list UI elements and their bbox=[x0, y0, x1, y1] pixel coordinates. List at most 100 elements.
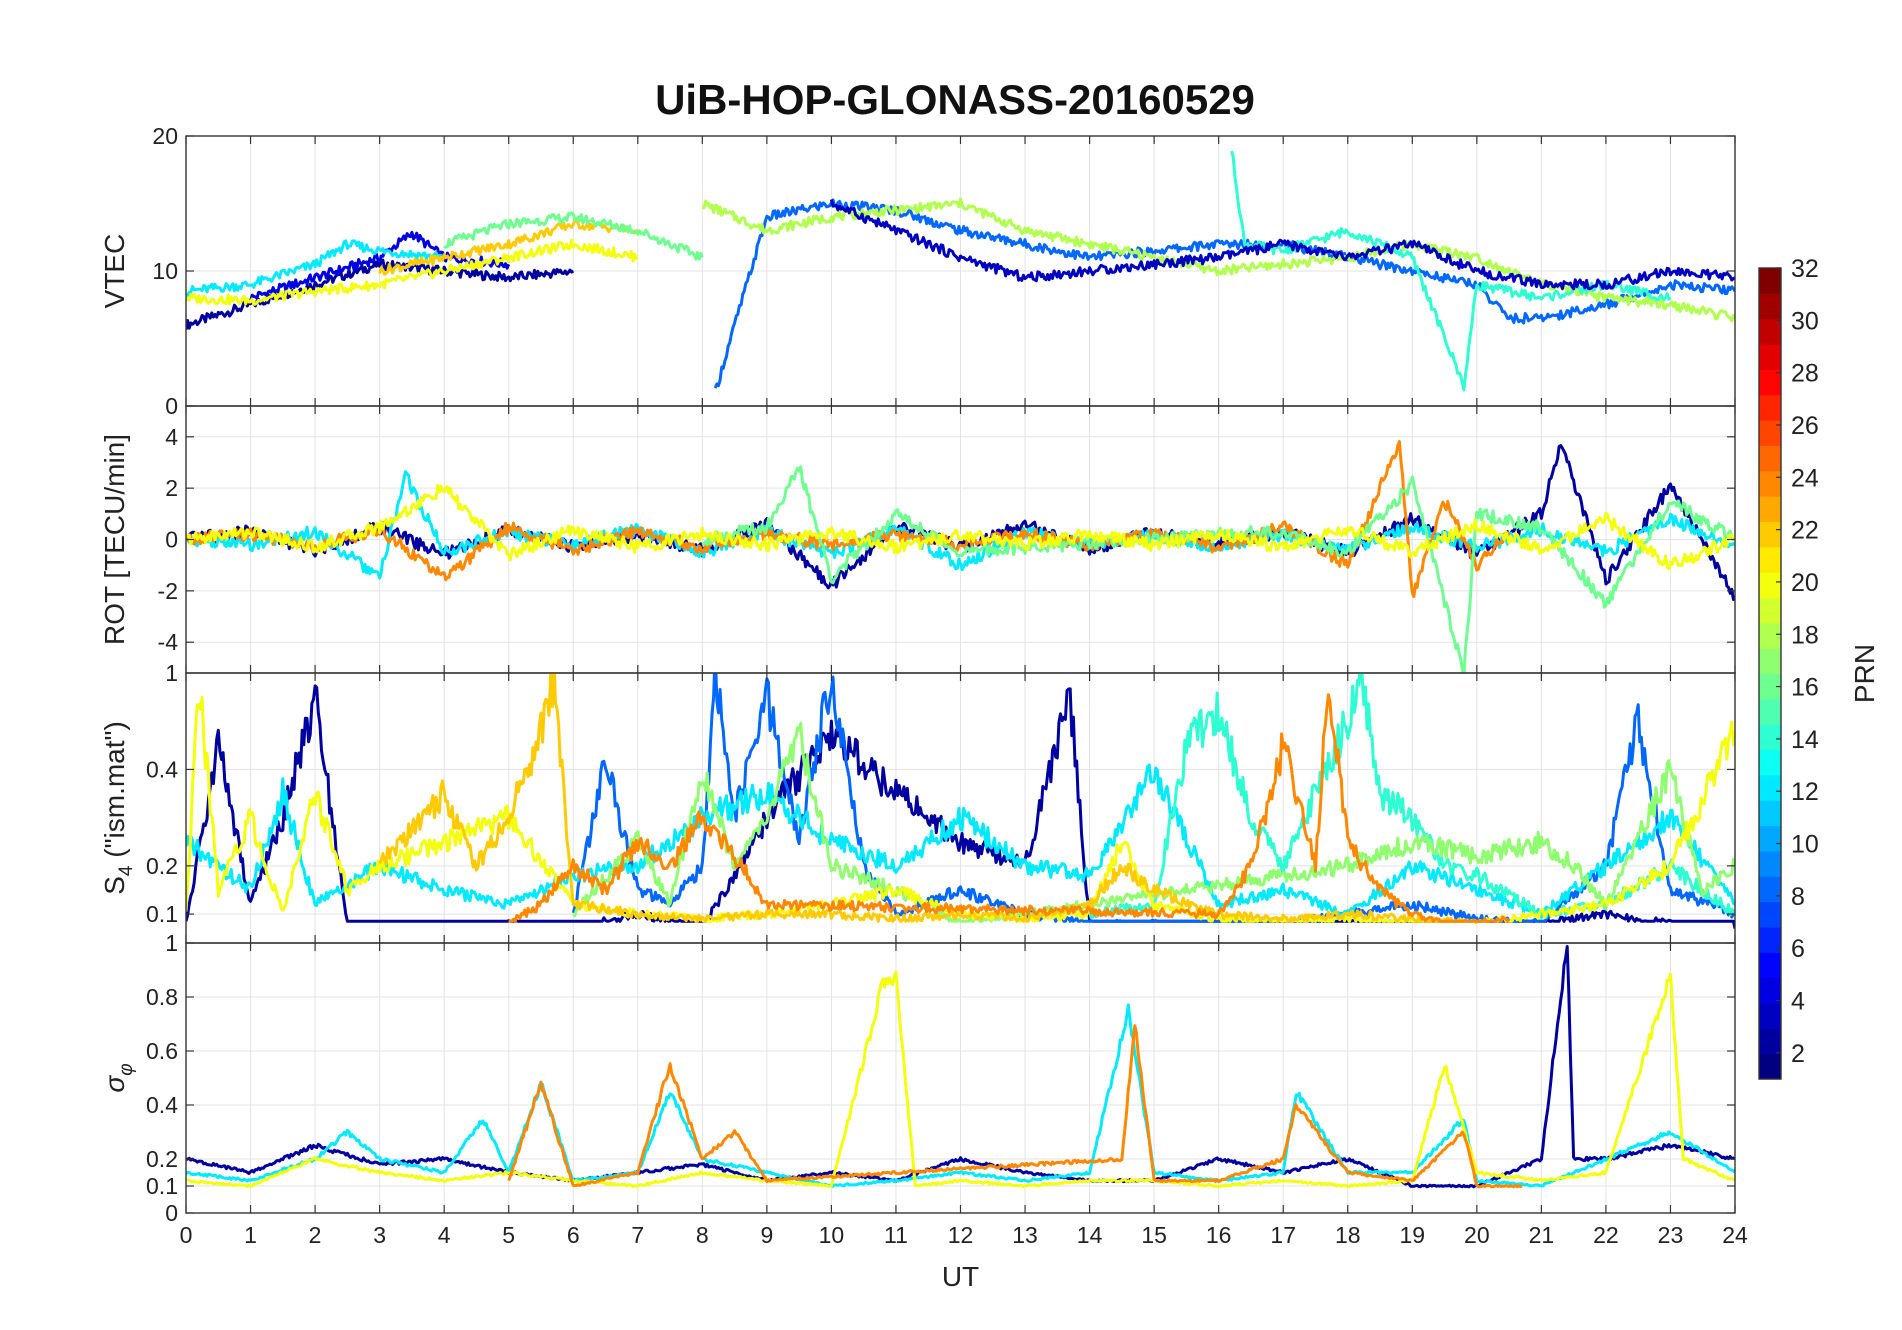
series-line-vtec-prn-2 bbox=[186, 258, 575, 330]
x-tick-label: 3 bbox=[373, 1222, 386, 1248]
colorbar-swatch bbox=[1759, 597, 1781, 624]
chart-title: UiB-HOP-GLONASS-20160529 bbox=[655, 76, 1255, 123]
y-tick-label: 4 bbox=[165, 424, 178, 450]
colorbar-tick-label: 4 bbox=[1791, 988, 1805, 1016]
series-line-sigma_phi-prn-24 bbox=[507, 1024, 1523, 1189]
colorbar-swatch bbox=[1759, 673, 1781, 700]
colorbar-swatch bbox=[1759, 724, 1781, 751]
colorbar-swatch bbox=[1759, 344, 1781, 370]
colorbar-tick-label: 8 bbox=[1791, 883, 1805, 911]
x-tick-label: 6 bbox=[567, 1222, 580, 1248]
series-line-rot-prn-12 bbox=[186, 470, 1735, 580]
y-tick-label: 0.2 bbox=[146, 853, 178, 879]
colorbar-swatch bbox=[1759, 572, 1781, 599]
series-line-vtec-prn-3 bbox=[829, 199, 1735, 291]
series-line-s4-prn-22 bbox=[378, 673, 1479, 925]
y-tick-label: 0 bbox=[165, 527, 178, 553]
x-tick-label: 7 bbox=[631, 1222, 644, 1248]
series-group-sigma_phi bbox=[186, 945, 1735, 1189]
x-tick-label: 17 bbox=[1270, 1222, 1296, 1248]
colorbar-tick-label: 30 bbox=[1791, 307, 1819, 335]
colorbar-swatch bbox=[1759, 546, 1781, 573]
series-group-vtec bbox=[186, 150, 1735, 392]
colorbar-swatch bbox=[1759, 496, 1781, 523]
colorbar-tick-label: 28 bbox=[1791, 360, 1819, 388]
series-line-s4-prn-14 bbox=[1088, 673, 1735, 920]
colorbar-tick-label: 6 bbox=[1791, 935, 1805, 963]
colorbar-swatch bbox=[1759, 521, 1781, 548]
x-tick-label: 24 bbox=[1722, 1222, 1748, 1248]
colorbar-swatch bbox=[1759, 901, 1781, 928]
series-line-s4-prn-24 bbox=[508, 693, 1511, 923]
colorbar-frame bbox=[1758, 267, 1782, 1080]
y-axis-label-s4: S4 ("ism.mat") bbox=[99, 721, 137, 895]
x-tick-label: 0 bbox=[180, 1222, 193, 1248]
series-group-s4 bbox=[186, 673, 1735, 929]
y-tick-label: 0.8 bbox=[146, 984, 178, 1010]
colorbar-swatch bbox=[1759, 926, 1781, 953]
colorbar-tick-label: 32 bbox=[1791, 255, 1819, 283]
y-tick-label: 0 bbox=[165, 393, 178, 419]
colorbar-tick-label: 2 bbox=[1791, 1040, 1805, 1068]
series-line-s4-prn-17 bbox=[572, 721, 1735, 923]
x-tick-label: 10 bbox=[819, 1222, 845, 1248]
x-axis-label: UT bbox=[942, 1261, 979, 1292]
colorbar-swatch bbox=[1759, 268, 1781, 294]
y-tick-label: 0.1 bbox=[146, 1173, 178, 1199]
y-tick-label: 0.6 bbox=[146, 1038, 178, 1064]
y-axis-label-rot: ROT [TECU/min] bbox=[99, 434, 130, 645]
x-tick-label: 18 bbox=[1335, 1222, 1361, 1248]
colorbar-swatch bbox=[1759, 369, 1781, 396]
y-axis-label-vtec: VTEC bbox=[99, 234, 130, 309]
colorbar-swatch bbox=[1759, 850, 1781, 877]
x-tick-label: 4 bbox=[438, 1222, 451, 1248]
x-tick-label: 12 bbox=[948, 1222, 974, 1248]
y-tick-label: -2 bbox=[158, 578, 178, 604]
colorbar-tick-label: 20 bbox=[1791, 569, 1819, 597]
series-line-vtec-prn-16 bbox=[443, 211, 704, 261]
x-tick-label: 13 bbox=[1012, 1222, 1038, 1248]
series-line-vtec-prn-12 bbox=[186, 239, 445, 298]
panel-sigma_phi: 00.10.2 0.4 0.6 0.8 1 σφ bbox=[99, 930, 1736, 1226]
colorbar-swatch bbox=[1759, 800, 1781, 827]
x-tick-label: 8 bbox=[696, 1222, 709, 1248]
y-tick-label: 1 bbox=[165, 930, 178, 956]
series-line-rot-prn-24 bbox=[186, 440, 1511, 598]
x-tick-label: 23 bbox=[1658, 1222, 1684, 1248]
series-line-vtec-prn-20 bbox=[186, 238, 639, 306]
colorbar-tick-label: 26 bbox=[1791, 412, 1819, 440]
colorbar-tick-label: 16 bbox=[1791, 674, 1819, 702]
colorbar-swatch bbox=[1759, 445, 1781, 472]
series-line-rot-prn-20 bbox=[186, 484, 1735, 571]
colorbar-swatch bbox=[1759, 622, 1781, 649]
y-tick-label: 0.2 bbox=[146, 1146, 178, 1172]
x-tick-label: 15 bbox=[1141, 1222, 1167, 1248]
colorbar-swatch bbox=[1759, 774, 1781, 801]
colorbar-swatch bbox=[1759, 825, 1781, 852]
x-tick-label: 19 bbox=[1399, 1222, 1425, 1248]
colorbar-swatch bbox=[1759, 394, 1781, 421]
x-tick-label: 2 bbox=[309, 1222, 322, 1248]
grid-rot bbox=[186, 406, 1735, 673]
y-tick-label: 2 bbox=[165, 475, 178, 501]
colorbar-swatch bbox=[1759, 470, 1781, 497]
colorbar-tick-label: 22 bbox=[1791, 517, 1819, 545]
x-tick-label: 11 bbox=[884, 1222, 908, 1248]
colorbar-swatch bbox=[1759, 749, 1781, 776]
x-tick-label: 22 bbox=[1593, 1222, 1619, 1248]
x-tick-label: 9 bbox=[760, 1222, 773, 1248]
colorbar-swatch bbox=[1759, 318, 1781, 345]
colorbar-swatch bbox=[1759, 876, 1781, 903]
y-tick-label: 0.1 bbox=[146, 901, 178, 927]
colorbar-tick-label: 10 bbox=[1791, 831, 1819, 859]
y-tick-label: 0.4 bbox=[146, 756, 178, 782]
y-tick-label: 0.4 bbox=[146, 1092, 178, 1118]
colorbar-swatch bbox=[1759, 293, 1781, 320]
panel-vtec: 0 10 20 VTEC bbox=[99, 123, 1736, 419]
colorbar-tick-label: 24 bbox=[1791, 464, 1819, 492]
colorbar-label: PRN bbox=[1849, 644, 1880, 703]
panel-rot: -4 -2 0 2 4 ROT [TECU/min] bbox=[99, 405, 1736, 674]
